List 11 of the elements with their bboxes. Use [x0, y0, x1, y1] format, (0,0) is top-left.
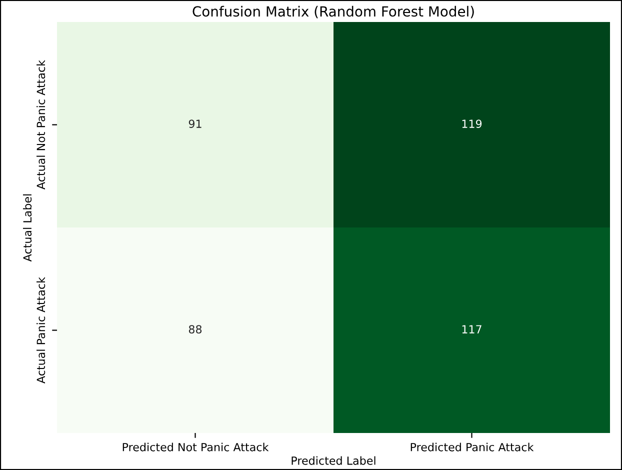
- data-label: 91: [188, 120, 202, 128]
- y-axis-title: Actual Label: [22, 194, 32, 262]
- y-tick-label: Actual Not Panic Attack: [36, 60, 46, 190]
- y-tick-label: Actual Panic Attack: [36, 276, 46, 384]
- x-tick-label: Predicted Not Panic Attack: [122, 442, 269, 452]
- data-label: 88: [188, 325, 202, 334]
- data-label: 119: [462, 120, 482, 128]
- data-label: 117: [462, 325, 482, 334]
- x-axis-title: Predicted Label: [292, 456, 376, 465]
- chart-title: Confusion Matrix (Random Forest Model): [192, 6, 474, 18]
- x-tick-label: Predicted Panic Attack: [410, 442, 534, 452]
